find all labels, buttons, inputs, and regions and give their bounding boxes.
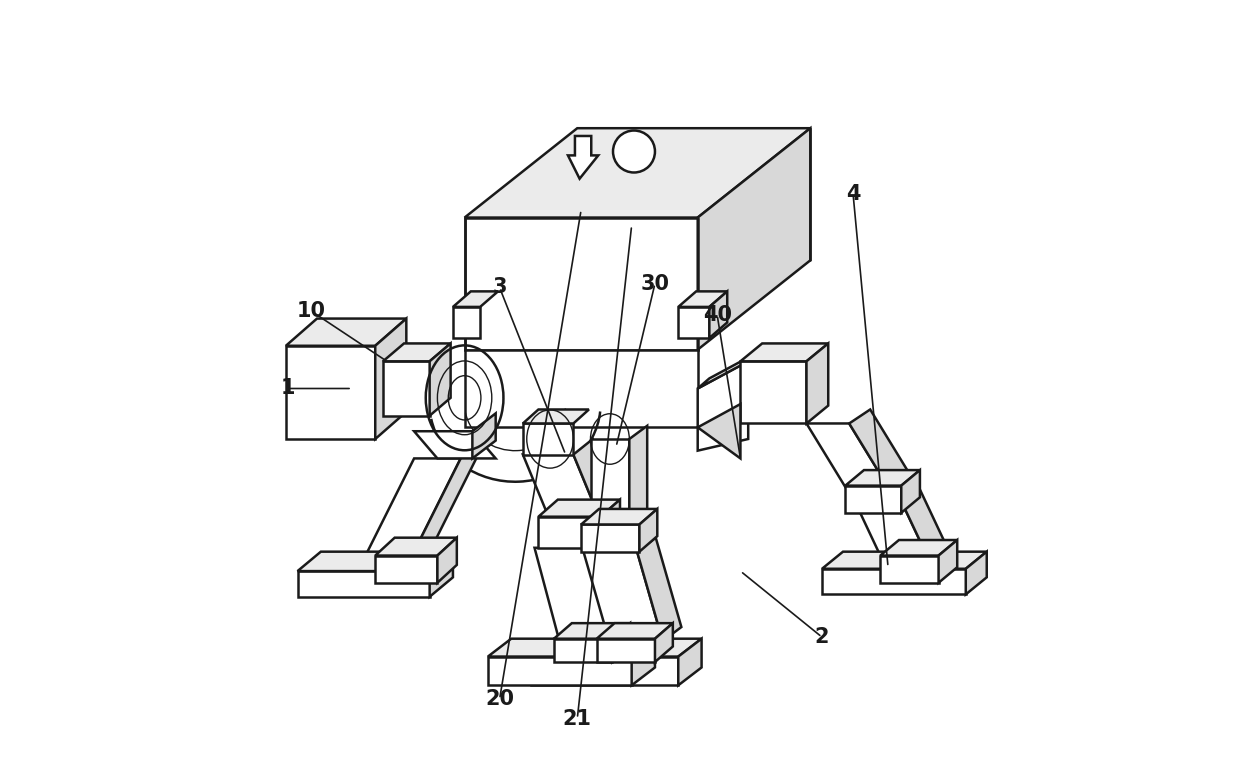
Text: 20: 20 [485, 689, 515, 709]
Polygon shape [534, 548, 620, 641]
Polygon shape [487, 639, 655, 657]
Polygon shape [568, 136, 598, 179]
Polygon shape [880, 540, 957, 556]
Polygon shape [554, 639, 613, 662]
Polygon shape [846, 470, 920, 486]
Polygon shape [698, 404, 740, 458]
Polygon shape [591, 439, 630, 528]
Polygon shape [523, 409, 589, 423]
Polygon shape [298, 571, 429, 597]
Polygon shape [966, 552, 987, 594]
Text: 40: 40 [703, 305, 732, 325]
Circle shape [613, 131, 655, 172]
Polygon shape [806, 343, 828, 423]
Polygon shape [600, 500, 620, 548]
Polygon shape [596, 639, 655, 662]
Polygon shape [410, 443, 484, 559]
Polygon shape [630, 426, 647, 528]
Polygon shape [698, 351, 760, 388]
Polygon shape [573, 439, 620, 521]
Polygon shape [531, 657, 678, 685]
Polygon shape [678, 307, 709, 338]
Polygon shape [849, 490, 928, 556]
Polygon shape [523, 423, 573, 455]
Polygon shape [538, 500, 620, 517]
Polygon shape [895, 476, 945, 556]
Polygon shape [286, 319, 407, 346]
Polygon shape [376, 538, 456, 556]
Polygon shape [429, 552, 453, 597]
Polygon shape [453, 291, 498, 307]
Polygon shape [678, 639, 702, 685]
Text: 2: 2 [815, 627, 830, 647]
Polygon shape [709, 291, 727, 338]
Polygon shape [655, 623, 673, 662]
Polygon shape [901, 470, 920, 513]
Polygon shape [383, 361, 429, 416]
Text: 1: 1 [280, 378, 295, 399]
Polygon shape [698, 128, 811, 350]
Polygon shape [376, 556, 438, 583]
Polygon shape [453, 307, 480, 338]
Polygon shape [554, 623, 630, 639]
Polygon shape [472, 413, 496, 458]
Text: 4: 4 [846, 184, 861, 204]
Polygon shape [383, 343, 450, 361]
Polygon shape [637, 538, 682, 641]
Polygon shape [595, 532, 640, 641]
Polygon shape [523, 455, 600, 521]
Polygon shape [538, 517, 600, 548]
Polygon shape [286, 346, 376, 439]
Polygon shape [465, 128, 811, 218]
Text: 30: 30 [641, 274, 670, 294]
Polygon shape [582, 509, 657, 524]
Polygon shape [806, 423, 892, 493]
Polygon shape [678, 291, 727, 307]
Polygon shape [740, 343, 828, 361]
Polygon shape [939, 540, 957, 583]
Polygon shape [631, 639, 655, 685]
Polygon shape [465, 350, 698, 427]
Polygon shape [487, 657, 631, 685]
Polygon shape [414, 431, 496, 458]
Polygon shape [740, 361, 806, 423]
Polygon shape [531, 639, 702, 657]
Polygon shape [846, 486, 901, 513]
Polygon shape [363, 458, 461, 559]
Polygon shape [465, 218, 698, 350]
Text: 3: 3 [492, 277, 507, 298]
Text: 21: 21 [563, 709, 591, 729]
Polygon shape [429, 343, 450, 416]
Polygon shape [376, 319, 407, 439]
Polygon shape [640, 509, 657, 552]
Polygon shape [849, 409, 913, 493]
Polygon shape [880, 556, 939, 583]
Polygon shape [582, 524, 640, 552]
Polygon shape [438, 538, 456, 583]
Polygon shape [822, 552, 987, 569]
Polygon shape [298, 552, 453, 571]
Polygon shape [584, 552, 662, 641]
Polygon shape [596, 623, 673, 639]
Polygon shape [613, 623, 630, 662]
Polygon shape [822, 569, 966, 594]
Text: 10: 10 [296, 301, 325, 321]
Polygon shape [698, 361, 748, 451]
